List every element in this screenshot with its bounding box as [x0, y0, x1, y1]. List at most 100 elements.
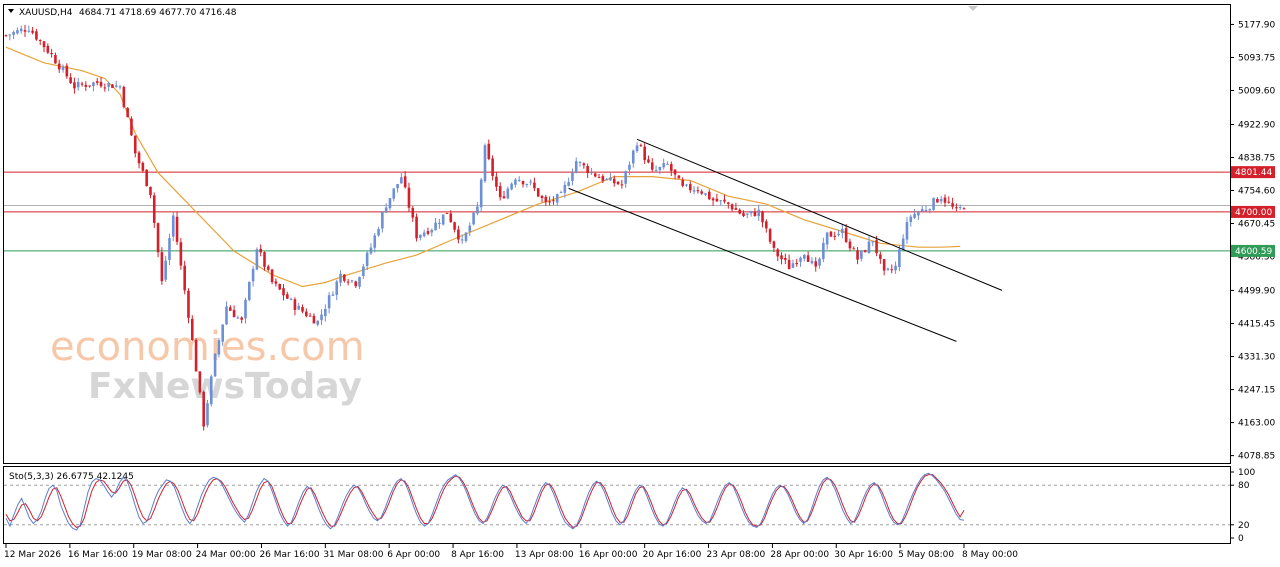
candle-body: [605, 179, 608, 181]
candle-body: [156, 223, 160, 253]
candle-body: [42, 41, 46, 48]
time-tick-label: 28 Apr 00:00: [770, 550, 829, 560]
price-tick-label: 5177.90: [1238, 20, 1275, 30]
candle-body: [685, 184, 688, 186]
candle-body: [327, 295, 331, 309]
candle-body: [103, 87, 107, 89]
watermark: economies.com FxNewsToday: [50, 324, 365, 407]
trendline[interactable]: [568, 187, 957, 342]
candle-body: [688, 184, 692, 191]
candle-body: [727, 202, 730, 204]
candle-body: [16, 30, 19, 34]
candle-body: [426, 231, 430, 234]
candle-body: [593, 173, 597, 177]
candle-body: [373, 235, 377, 248]
dropdown-triangle-icon[interactable]: [8, 9, 14, 13]
candle-body: [498, 186, 502, 198]
candle-body: [628, 164, 631, 170]
candle-body: [468, 225, 472, 232]
candle-body: [928, 209, 932, 211]
candle-body: [666, 163, 669, 165]
candle-body: [746, 213, 749, 215]
trendline[interactable]: [636, 138, 1003, 291]
candle-body: [787, 259, 791, 270]
trendline-channel[interactable]: [568, 138, 1003, 342]
candle-body: [35, 31, 38, 40]
main-panel: [3, 4, 1231, 464]
candle-body: [209, 376, 213, 405]
candle-body: [396, 183, 399, 189]
candle-body: [407, 187, 411, 208]
candle-body: [856, 250, 859, 260]
candle-body: [852, 248, 856, 250]
candle-body: [696, 190, 700, 192]
candle-body: [529, 181, 532, 183]
candle-body: [248, 281, 251, 301]
stoch-main-line: [5, 472, 965, 531]
candle-body: [905, 222, 909, 240]
candle-body: [301, 307, 304, 312]
candle-body: [898, 249, 901, 267]
candle-body: [381, 212, 384, 229]
candle-body: [19, 28, 23, 32]
candle-body: [92, 82, 95, 86]
candle-body: [312, 315, 316, 324]
candle-body: [221, 324, 224, 342]
candle-body: [479, 179, 483, 208]
candle-body: [863, 250, 867, 253]
indicator-label: Sto(5,3,3) 26.6775 42.1245: [9, 472, 134, 482]
candle-body: [464, 232, 468, 241]
candle-body: [643, 146, 646, 161]
candle-body: [936, 199, 939, 203]
candle-body: [567, 182, 570, 186]
candle-body: [183, 265, 186, 291]
candle-body: [506, 188, 510, 199]
candle-body: [339, 273, 342, 283]
candle-body: [882, 259, 886, 271]
price-tick-label: 4670.45: [1238, 220, 1275, 230]
candle-body: [236, 317, 240, 319]
candle-body: [472, 212, 475, 225]
candle-body: [886, 268, 890, 270]
candle-body: [738, 209, 742, 214]
candle-body: [259, 248, 263, 253]
candle-body: [293, 299, 297, 310]
watermark-line2: FxNewsToday: [88, 366, 362, 407]
candle-body: [723, 199, 726, 202]
candle-body: [749, 211, 753, 214]
candle-body: [947, 201, 951, 203]
candle-body: [31, 30, 34, 33]
candle-body: [578, 161, 582, 163]
candle-body: [202, 391, 205, 427]
stoch-tick-label: 100: [1238, 468, 1255, 478]
candle-body: [69, 77, 72, 84]
stoch-tick-label: 0: [1238, 534, 1244, 544]
candle-body: [422, 232, 426, 237]
candle-body: [198, 371, 202, 393]
symbol-label: XAUUSD,H4: [19, 8, 73, 18]
candle-body: [270, 269, 274, 283]
candle-body: [495, 176, 498, 187]
candle-body: [388, 198, 392, 209]
candle-body: [114, 85, 118, 87]
candle-body: [818, 258, 821, 266]
candle-body: [130, 118, 133, 136]
candle-body: [483, 145, 487, 182]
candle-body: [99, 81, 103, 87]
candle-body: [765, 221, 768, 229]
candle-body: [251, 269, 255, 282]
scroll-marker-icon[interactable]: [968, 6, 978, 11]
candle-body: [784, 257, 787, 260]
candle-body: [552, 200, 555, 202]
candle-body: [647, 159, 650, 163]
candle-body: [179, 242, 183, 266]
time-tick-label: 12 Mar 2026: [4, 550, 61, 560]
candle-body: [810, 260, 814, 264]
candle-body: [152, 195, 156, 223]
candle-body: [145, 169, 148, 187]
candle-body: [681, 179, 684, 186]
candle-body: [430, 229, 434, 233]
candle-body: [50, 52, 53, 55]
candle-body: [939, 198, 943, 202]
